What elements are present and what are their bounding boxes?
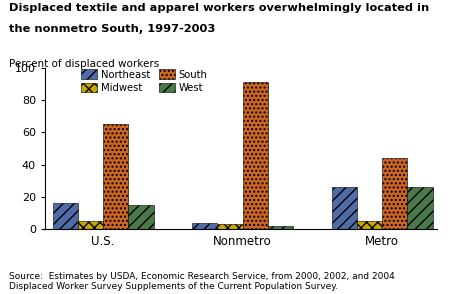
Bar: [382, 158, 407, 229]
Text: Displaced textile and apparel workers overwhelmingly located in: Displaced textile and apparel workers ov…: [9, 3, 429, 13]
Bar: [243, 82, 268, 229]
Bar: [128, 205, 153, 229]
Bar: [78, 221, 103, 229]
Bar: [192, 223, 217, 229]
Bar: [268, 226, 293, 229]
Legend: Northeast, Midwest, South, West: Northeast, Midwest, South, West: [81, 69, 207, 93]
Text: Percent of displaced workers: Percent of displaced workers: [9, 59, 159, 69]
Text: Source:  Estimates by USDA, Economic Research Service, from 2000, 2002, and 2004: Source: Estimates by USDA, Economic Rese…: [9, 272, 395, 291]
Text: the nonmetro South, 1997-2003: the nonmetro South, 1997-2003: [9, 24, 216, 34]
Bar: [53, 203, 78, 229]
Bar: [332, 187, 357, 229]
Bar: [357, 221, 382, 229]
Bar: [103, 124, 128, 229]
Bar: [407, 187, 432, 229]
Bar: [217, 225, 243, 229]
